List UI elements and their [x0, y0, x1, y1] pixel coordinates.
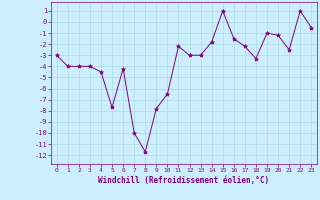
X-axis label: Windchill (Refroidissement éolien,°C): Windchill (Refroidissement éolien,°C): [99, 176, 269, 185]
